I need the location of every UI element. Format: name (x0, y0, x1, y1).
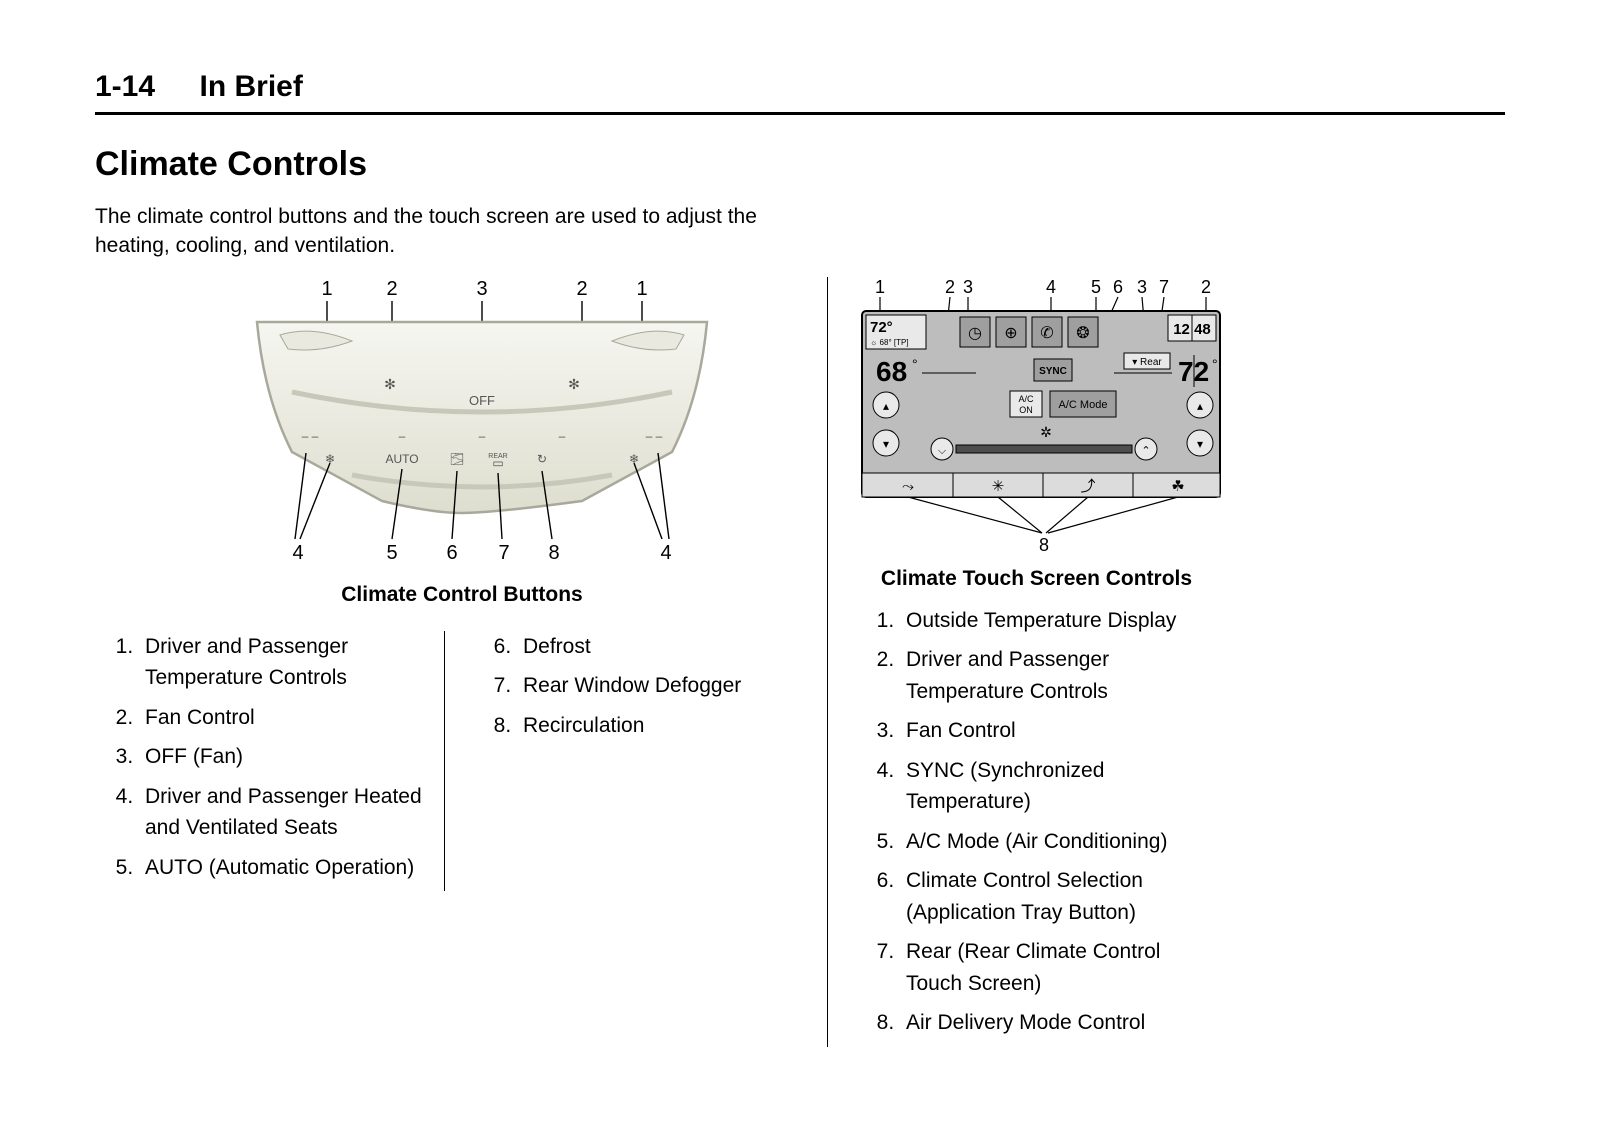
right-column: 1 2 3 4 5 6 3 7 2 (827, 277, 1217, 1047)
svg-text:A/C: A/C (1018, 394, 1034, 404)
svg-text:4: 4 (1046, 277, 1056, 297)
svg-text:ON: ON (1019, 405, 1033, 415)
list-item: Fan Control (139, 702, 432, 734)
touch-screen-svg: 1 2 3 4 5 6 3 7 2 (856, 277, 1226, 557)
svg-text:⌵: ⌵ (938, 445, 947, 457)
climate-panel-svg: 1 2 3 2 1 (202, 277, 722, 577)
svg-text:🌫: 🌫 (449, 452, 464, 466)
svg-text:2: 2 (1201, 277, 1211, 297)
svg-text:–: – (479, 429, 486, 443)
svg-text:–: – (399, 429, 406, 443)
panel-caption: Climate Control Buttons (95, 583, 829, 607)
sync-button: SYNC (1039, 366, 1067, 377)
climate-panel-figure: 1 2 3 2 1 (95, 277, 829, 607)
svg-text:⤳: ⤳ (902, 478, 914, 495)
list-item: OFF (Fan) (139, 741, 432, 773)
bottom-callout-5: 5 (386, 542, 397, 564)
list-item: Air Delivery Mode Control (900, 1007, 1217, 1039)
manual-page: 1-14 In Brief Climate Controls The clima… (0, 0, 1600, 1087)
svg-text:3: 3 (963, 277, 973, 297)
content-row: 1 2 3 2 1 (95, 277, 1505, 1047)
svg-text:1: 1 (875, 277, 885, 297)
buttons-list-b: Defrost Rear Window Defogger Recirculati… (473, 631, 815, 742)
bottom-callout-4b: 4 (660, 542, 671, 564)
svg-text:⌃: ⌃ (1141, 445, 1150, 457)
svg-text:6: 6 (1113, 277, 1123, 297)
callout-2b: 2 (576, 278, 587, 300)
svg-text:3: 3 (1137, 277, 1147, 297)
list-item: Outside Temperature Display (900, 605, 1217, 637)
outside-sub: ☼ 68° [TP] (870, 338, 909, 347)
left-column: 1 2 3 2 1 (95, 277, 835, 1047)
buttons-list-a: Driver and Passenger Temperature Control… (95, 631, 432, 884)
page-header: 1-14 In Brief (95, 70, 1505, 115)
panel-body (257, 322, 707, 513)
svg-text:✻: ✻ (568, 376, 580, 392)
bottom-callout-6: 6 (446, 542, 457, 564)
svg-text:⤴: ⤴ (1080, 478, 1095, 495)
auto-label: AUTO (385, 452, 418, 466)
bottom-callout-7: 7 (498, 542, 509, 564)
list-item: SYNC (Synchronized Temperature) (900, 755, 1217, 818)
list-item: Rear (Rear Climate Control Touch Screen) (900, 936, 1217, 999)
page-number: 1-14 (95, 70, 155, 104)
section-intro: The climate control buttons and the touc… (95, 202, 815, 261)
svg-text:☘: ☘ (1171, 478, 1184, 495)
svg-text:✻: ✻ (384, 376, 396, 392)
svg-text:5: 5 (1091, 277, 1101, 297)
list-item: AUTO (Automatic Operation) (139, 852, 432, 884)
bottom-callout-8: 8 (1039, 535, 1049, 555)
outside-temp: 72° (870, 319, 893, 336)
rear-button: ▾ Rear (1132, 357, 1162, 368)
list-item: Driver and Passenger Temperature Control… (139, 631, 432, 694)
svg-text:▾: ▾ (883, 437, 889, 451)
ac-mode-button: A/C Mode (1059, 399, 1108, 411)
callout-1: 1 (321, 278, 332, 300)
svg-text:°: ° (912, 356, 918, 372)
buttons-list-columns: Driver and Passenger Temperature Control… (95, 631, 829, 892)
list-item: Rear Window Defogger (517, 670, 815, 702)
chapter-title: In Brief (200, 70, 303, 104)
svg-text:7: 7 (1159, 277, 1169, 297)
svg-text:⊕: ⊕ (1004, 325, 1017, 342)
svg-text:▾: ▾ (1197, 437, 1203, 451)
list-item: Defrost (517, 631, 815, 663)
driver-temp: 68 (876, 356, 907, 387)
callout-1b: 1 (636, 278, 647, 300)
svg-text:– –: – – (646, 429, 663, 443)
list-item: Driver and Passenger Temperature Control… (900, 644, 1217, 707)
svg-text:°: ° (1212, 356, 1218, 372)
svg-text:▴: ▴ (1197, 399, 1203, 413)
bottom-callout-8: 8 (548, 542, 559, 564)
screen-caption: Climate Touch Screen Controls (856, 567, 1217, 591)
svg-text:✳: ✳ (992, 478, 1005, 495)
svg-text:2: 2 (945, 277, 955, 297)
svg-text:❂: ❂ (1076, 325, 1089, 342)
svg-text:◷: ◷ (968, 325, 982, 342)
svg-text:▴: ▴ (883, 399, 889, 413)
list-item: Fan Control (900, 715, 1217, 747)
list-item: Climate Control Selection (Application T… (900, 865, 1217, 928)
list-item: Recirculation (517, 710, 815, 742)
callout-3: 3 (476, 278, 487, 300)
list-item: Driver and Passenger Heated and Ventilat… (139, 781, 432, 844)
svg-text:✲: ✲ (1040, 424, 1052, 440)
bottom-callout-4: 4 (292, 542, 303, 564)
svg-text:– –: – – (302, 429, 319, 443)
list-item: A/C Mode (Air Conditioning) (900, 826, 1217, 858)
screen-list: Outside Temperature Display Driver and P… (856, 605, 1217, 1039)
off-label: OFF (469, 393, 495, 408)
svg-text:–: – (559, 429, 566, 443)
svg-text:↻: ↻ (537, 452, 547, 466)
svg-text:▭: ▭ (492, 456, 503, 470)
section-title: Climate Controls (95, 145, 1505, 184)
svg-text:✆: ✆ (1040, 325, 1053, 342)
callout-2: 2 (386, 278, 397, 300)
